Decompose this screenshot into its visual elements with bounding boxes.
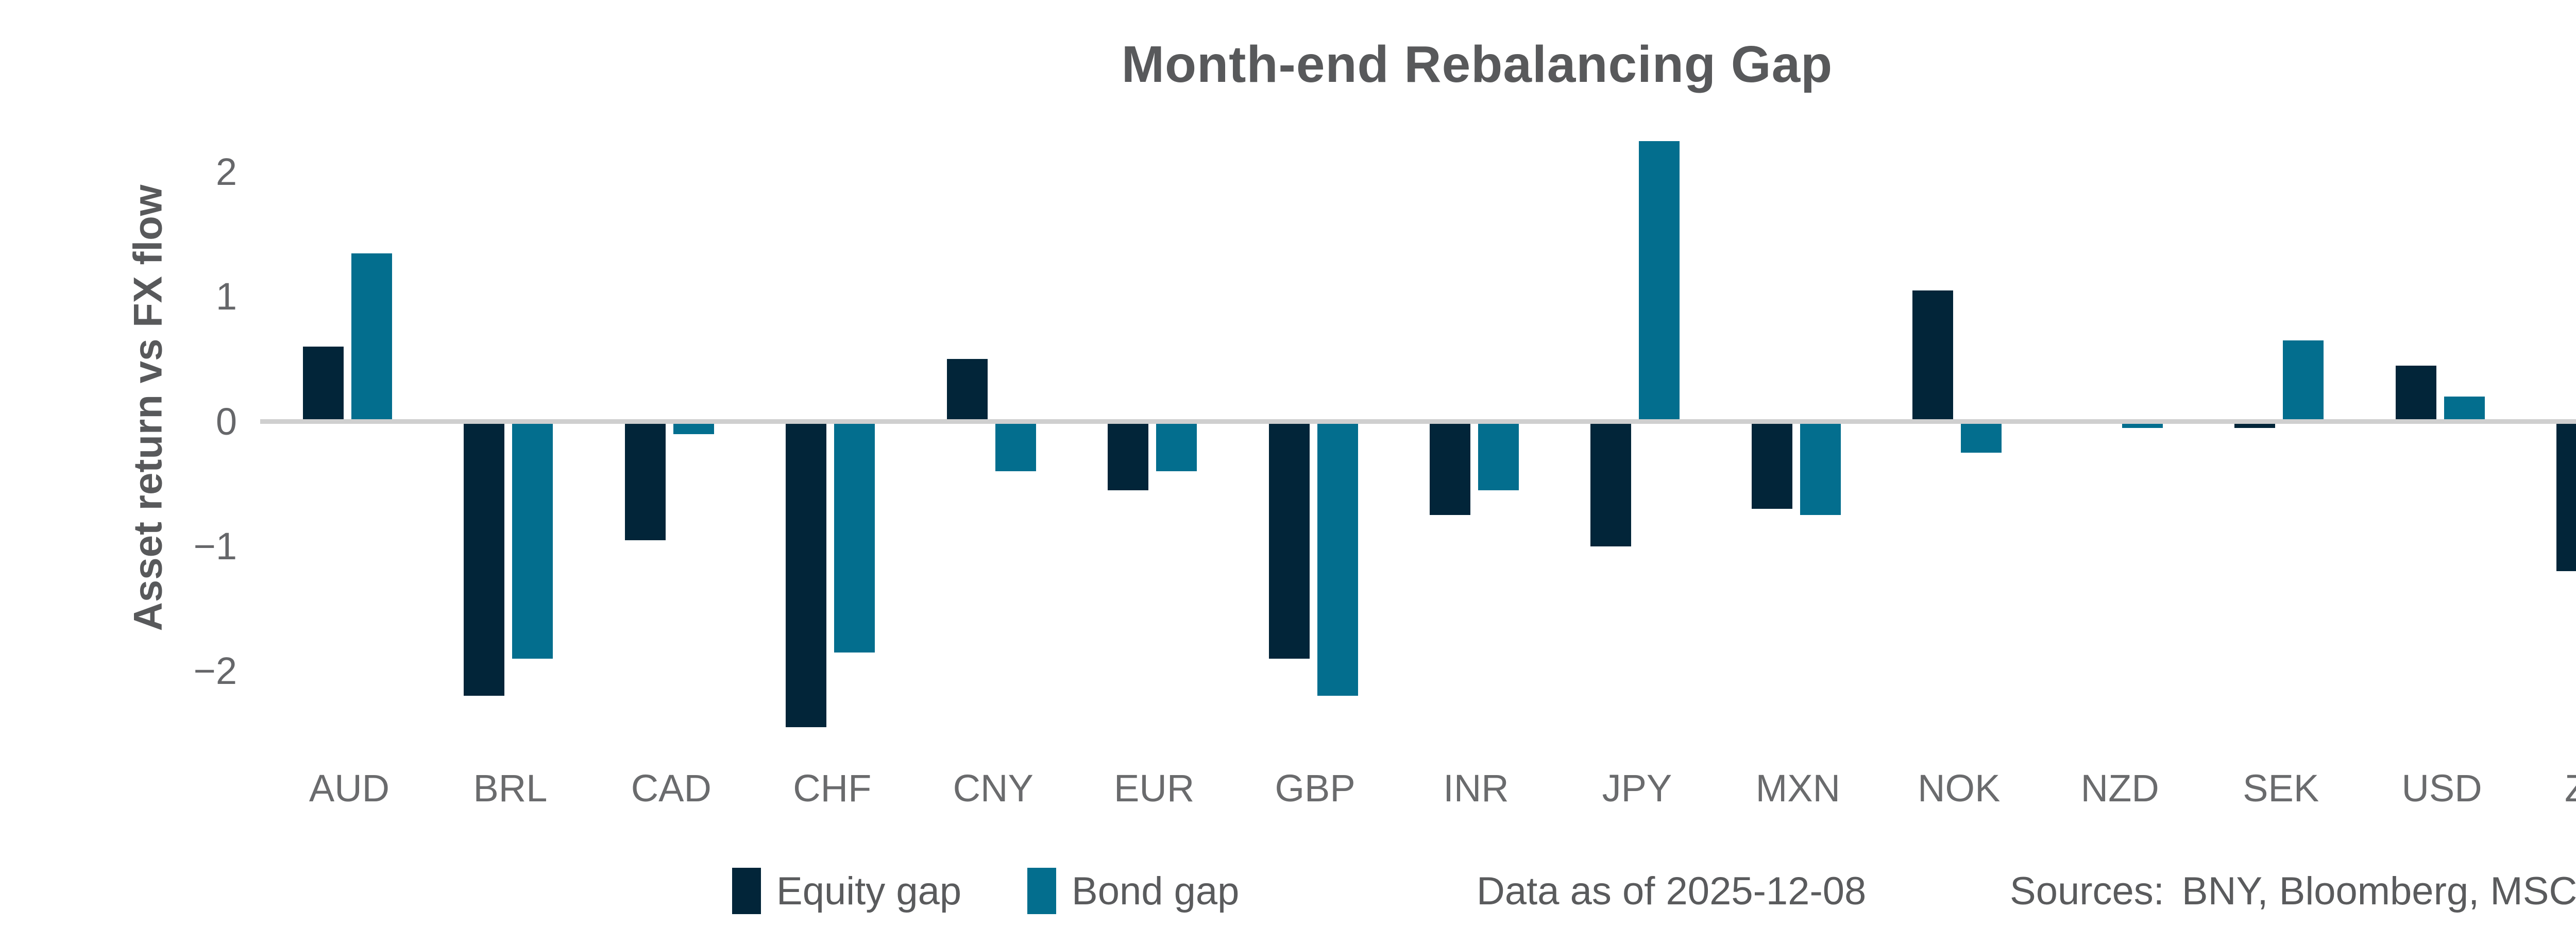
bar-bond-SEK	[2283, 340, 2324, 422]
chart-title: Month-end Rebalancing Gap	[1121, 36, 1833, 93]
bar-equity-MXN	[1751, 421, 1792, 509]
bar-bond-MXN	[1800, 421, 1841, 516]
bar-equity-CHF	[786, 421, 827, 727]
x-tick-label-CAD: CAD	[631, 767, 711, 810]
sources-value: BNY, Bloomberg, MSCI	[2181, 869, 2576, 913]
x-tick-label-JPY: JPY	[1602, 767, 1672, 810]
bar-bond-GBP	[1317, 421, 1358, 696]
x-tick-label-MXN: MXN	[1755, 767, 1841, 810]
bar-bond-USD	[2444, 397, 2485, 422]
bar-bond-JPY	[1639, 141, 1680, 422]
x-tick-label-BRL: BRL	[473, 767, 548, 810]
legend-label-equity: Equity gap	[776, 869, 962, 913]
sources-text: Sources: BNY, Bloomberg, MSCI	[2010, 867, 2576, 915]
legend-item-bond: Bond gap	[1027, 867, 1239, 915]
y-tick-label-1: 1	[215, 275, 237, 318]
y-tick-label-2: 2	[215, 150, 237, 194]
sources-label: Sources:	[2010, 869, 2164, 913]
bar-equity-CAD	[624, 421, 666, 540]
x-tick-label-SEK: SEK	[2243, 767, 2319, 810]
legend-swatch-equity	[732, 868, 761, 914]
bar-equity-INR	[1430, 421, 1470, 516]
legend-label-bond: Bond gap	[1072, 869, 1240, 913]
bar-bond-BRL	[512, 421, 553, 659]
x-tick-label-CNY: CNY	[953, 767, 1033, 810]
legend-item-equity: Equity gap	[732, 867, 961, 915]
bar-equity-BRL	[464, 421, 505, 696]
x-tick-label-NZD: NZD	[2080, 767, 2159, 810]
x-tick-label-USD: USD	[2401, 767, 2482, 810]
x-tick-label-ZAR: ZAR	[2520, 766, 2576, 810]
zero-axis-line	[260, 419, 2576, 424]
data-as-of-text: Data as of 2025-12-08	[1477, 869, 1867, 913]
y-tick-label--1: −1	[193, 524, 237, 568]
bar-bond-INR	[1478, 421, 1519, 490]
legend-swatch-bond	[1027, 868, 1056, 914]
bar-equity-USD	[2395, 365, 2436, 422]
bar-equity-NOK	[1912, 290, 1954, 422]
y-tick-label-0: 0	[215, 400, 237, 443]
bar-bond-NOK	[1961, 421, 2002, 453]
bar-equity-GBP	[1268, 421, 1310, 659]
bar-equity-EUR	[1108, 421, 1149, 490]
bar-bond-CHF	[834, 421, 875, 653]
bar-equity-CNY	[946, 359, 988, 422]
bar-equity-ZAR	[2556, 421, 2576, 572]
y-tick-label--2: −2	[193, 649, 237, 692]
bar-bond-EUR	[1156, 421, 1197, 472]
bar-equity-AUD	[303, 347, 344, 422]
bar-bond-AUD	[351, 253, 392, 422]
x-tick-label-EUR: EUR	[1114, 767, 1195, 810]
bar-bond-CNY	[995, 421, 1036, 472]
x-tick-label-NOK: NOK	[1918, 767, 2001, 810]
bar-equity-JPY	[1590, 421, 1632, 546]
x-tick-label-CHF: CHF	[793, 767, 872, 810]
x-tick-label-AUD: AUD	[309, 767, 390, 810]
x-tick-label-INR: INR	[1443, 767, 1509, 810]
x-tick-label-GBP: GBP	[1275, 767, 1355, 810]
